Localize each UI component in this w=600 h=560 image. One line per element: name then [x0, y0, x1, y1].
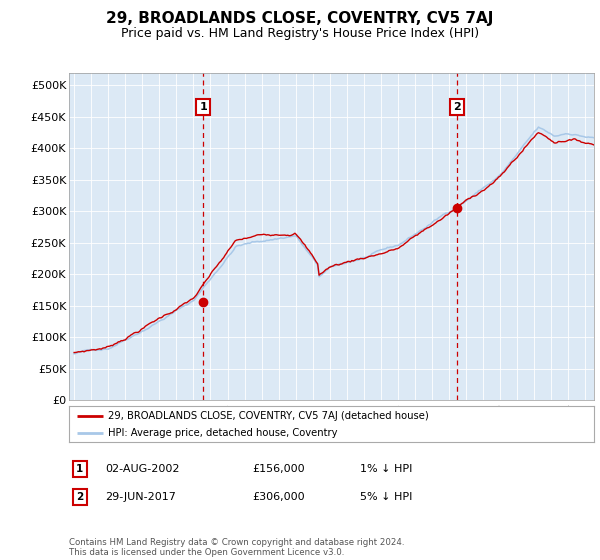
Text: HPI: Average price, detached house, Coventry: HPI: Average price, detached house, Cove… [109, 428, 338, 438]
Text: £306,000: £306,000 [252, 492, 305, 502]
Text: 5% ↓ HPI: 5% ↓ HPI [360, 492, 412, 502]
Text: 1% ↓ HPI: 1% ↓ HPI [360, 464, 412, 474]
Text: 2: 2 [454, 102, 461, 112]
Text: 29, BROADLANDS CLOSE, COVENTRY, CV5 7AJ: 29, BROADLANDS CLOSE, COVENTRY, CV5 7AJ [106, 11, 494, 26]
Text: Price paid vs. HM Land Registry's House Price Index (HPI): Price paid vs. HM Land Registry's House … [121, 27, 479, 40]
Text: 1: 1 [199, 102, 207, 112]
Text: Contains HM Land Registry data © Crown copyright and database right 2024.
This d: Contains HM Land Registry data © Crown c… [69, 538, 404, 557]
Text: 29-JUN-2017: 29-JUN-2017 [105, 492, 176, 502]
Text: £156,000: £156,000 [252, 464, 305, 474]
Text: 29, BROADLANDS CLOSE, COVENTRY, CV5 7AJ (detached house): 29, BROADLANDS CLOSE, COVENTRY, CV5 7AJ … [109, 411, 429, 421]
Text: 2: 2 [76, 492, 83, 502]
Text: 02-AUG-2002: 02-AUG-2002 [105, 464, 179, 474]
Text: 1: 1 [76, 464, 83, 474]
